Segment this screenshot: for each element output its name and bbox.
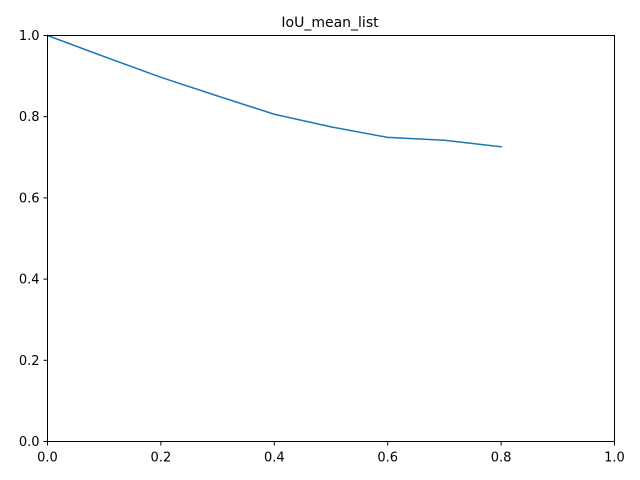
x-tick-label: 0.6 [377,451,398,466]
x-tick-label: 1.0 [604,451,625,466]
x-tick-label: 0.2 [151,451,172,466]
x-tick-label: 0.8 [491,451,512,466]
plot-frame [47,35,615,442]
plot-lines [46,34,502,148]
chart-title: IoU_mean_list [281,15,379,31]
x-tick-label: 0.4 [264,451,285,466]
y-tick-label: 1.0 [19,29,40,44]
y-axis: 0.0 0.2 0.4 0.6 0.8 1.0 [19,29,48,450]
y-tick-label: 0.4 [19,273,40,288]
x-axis: 0.0 0.2 0.4 0.6 0.8 1.0 [37,441,625,466]
y-tick-label: 0.2 [19,354,40,369]
series-line [46,34,502,148]
y-tick-label: 0.6 [19,191,40,206]
x-tick-label: 0.0 [37,451,58,466]
y-tick-label: 0.8 [19,110,40,125]
y-tick-label: 0.0 [19,435,40,450]
